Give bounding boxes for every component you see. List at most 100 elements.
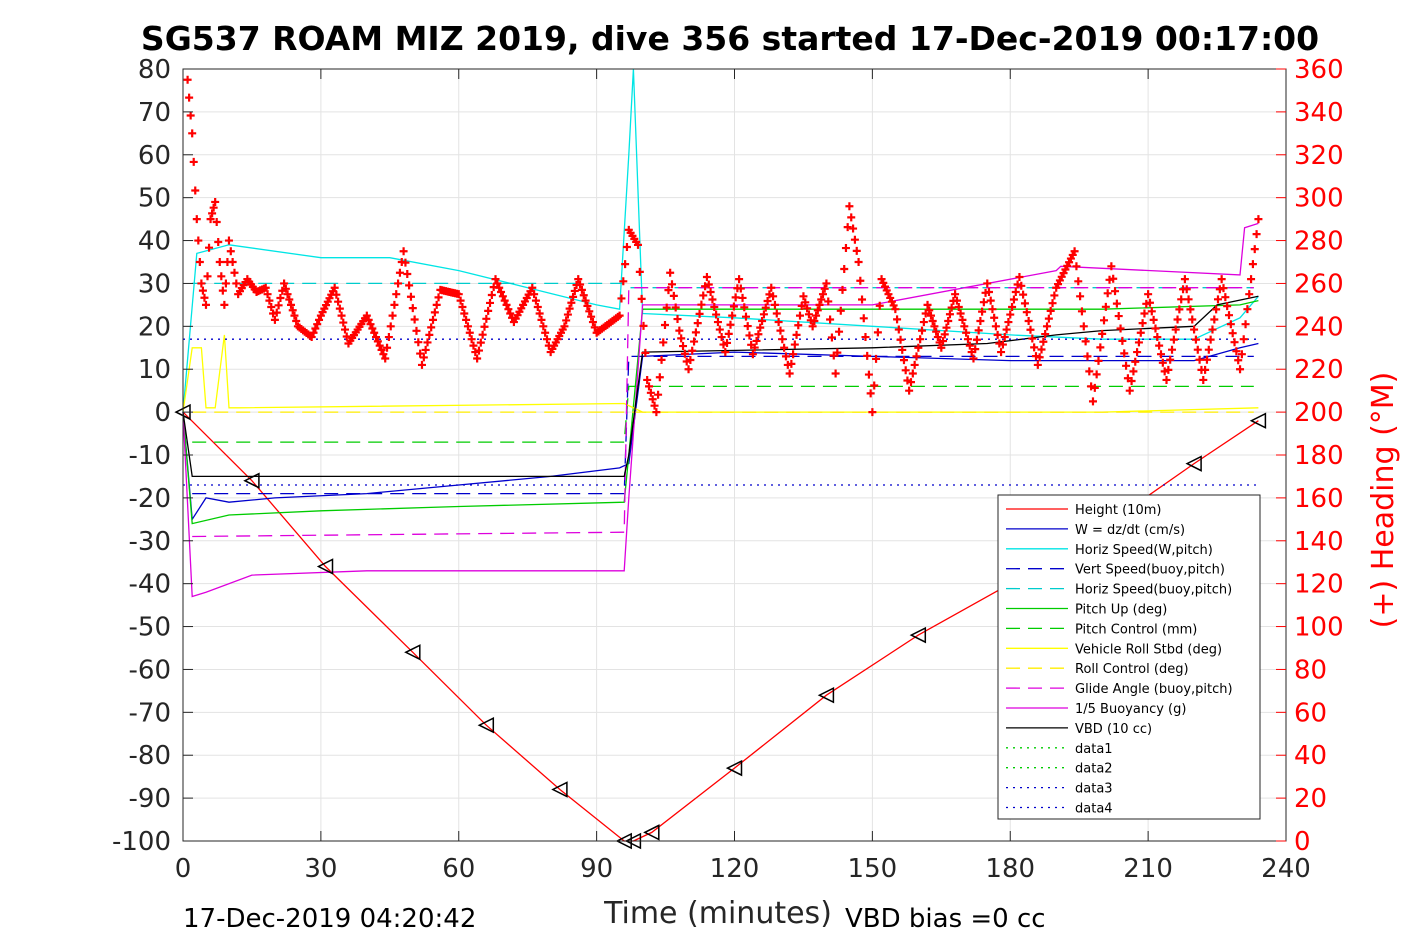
chart-title: SG537 ROAM MIZ 2019, dive 356 started 17…	[141, 19, 1319, 58]
heading-point-592	[1245, 290, 1254, 299]
heading-point-563	[1191, 335, 1200, 344]
height-marker-3	[404, 644, 421, 661]
heading-point-265	[655, 373, 664, 382]
heading-point-315	[745, 331, 754, 340]
series-line-9	[192, 287, 1254, 538]
heading-point-346	[801, 298, 810, 307]
heading-point-517	[1107, 262, 1116, 271]
heading-point-111	[375, 341, 384, 350]
heading-point-364	[833, 348, 842, 357]
heading-point-540	[1149, 315, 1158, 324]
legend-label-6: Pitch Control (mm)	[1075, 622, 1197, 637]
heading-point-411	[916, 335, 925, 344]
series-line-10	[182, 222, 1259, 598]
heading-point-587	[1236, 365, 1245, 374]
heading-point-181	[504, 305, 513, 314]
heading-point-373	[849, 224, 858, 233]
heading-point-259	[645, 382, 654, 391]
heading-point-550	[1168, 345, 1177, 354]
heading-point-11	[200, 293, 209, 302]
heading-point-93	[342, 332, 351, 341]
heading-point-457	[997, 348, 1006, 357]
heading-point-253	[633, 240, 642, 249]
y-tick-label-3: 50	[138, 184, 171, 214]
heading-point-366	[836, 306, 845, 315]
x-ticks: 0 30 60 90 120 150 180 210 240	[175, 69, 1311, 884]
heading-point-555	[1177, 295, 1186, 304]
heading-point-403	[901, 366, 910, 375]
heading-point-255	[637, 294, 646, 303]
heading-point-345	[799, 292, 808, 301]
y-tick-label-17: -90	[129, 784, 171, 814]
heading-point-271	[666, 268, 675, 277]
heading-point-594	[1248, 260, 1257, 269]
heading-point-406	[906, 378, 915, 387]
heading-point-177	[497, 288, 506, 297]
heading-point-261	[648, 395, 657, 404]
heading-point-474	[1028, 334, 1037, 343]
heading-point-227	[587, 312, 596, 321]
heading-point-20	[214, 237, 223, 246]
heading-point-416	[925, 306, 934, 315]
y-tick-label-5: 30	[138, 269, 171, 299]
heading-point-557	[1180, 275, 1189, 284]
heading-point-244	[617, 294, 626, 303]
heading-point-182	[506, 309, 515, 318]
y-tick-label-15: -70	[129, 698, 171, 728]
heading-point-273	[669, 291, 678, 300]
heading-point-451	[986, 296, 995, 305]
heading-point-511	[1096, 343, 1105, 352]
heading-point-310	[736, 284, 745, 293]
heading-point-109	[372, 333, 381, 342]
heading-point-358	[822, 279, 831, 288]
heading-point-312	[740, 303, 749, 312]
heading-point-157	[460, 309, 469, 318]
heading-point-295	[710, 303, 719, 312]
heading-point-450	[984, 288, 993, 297]
heading-point-460	[1002, 325, 1011, 334]
height-marker-10	[817, 686, 835, 704]
heading-point-504	[1083, 352, 1092, 361]
heading-point-486	[1050, 291, 1059, 300]
heading-point-297	[713, 318, 722, 327]
heading-point-75	[311, 324, 320, 333]
heading-point-54	[274, 301, 283, 310]
heading-point-104	[362, 311, 371, 320]
heading-point-172	[487, 291, 496, 300]
heading-point-585	[1232, 347, 1241, 356]
heading-point-372	[847, 213, 856, 222]
y-axis-label-right: (+) Heading (°M)	[1366, 372, 1401, 629]
series-line-2	[182, 68, 1259, 413]
heading-point-154	[454, 290, 463, 299]
heading-point-356	[818, 290, 827, 299]
heading-point-30	[230, 268, 239, 277]
heading-point-171	[486, 298, 495, 307]
heading-point-502	[1079, 322, 1088, 331]
heading-point-162	[469, 341, 478, 350]
heading-point-319	[752, 336, 761, 345]
heading-point-384	[868, 408, 877, 417]
heading-point-307	[731, 293, 740, 302]
heading-point-6	[192, 215, 201, 224]
heading-point-379	[859, 314, 868, 323]
heading-point-538	[1145, 298, 1154, 307]
heading-point-433	[954, 303, 963, 312]
heading-point-544	[1156, 350, 1165, 359]
heading-point-401	[898, 345, 907, 354]
heading-point-524	[1120, 349, 1129, 358]
heading-point-382	[864, 370, 873, 379]
heading-point-584	[1230, 338, 1239, 347]
heading-point-166	[476, 338, 485, 347]
heading-point-565	[1195, 355, 1204, 364]
heading-point-405	[905, 386, 914, 395]
heading-point-355	[817, 295, 826, 304]
heading-point-122	[395, 268, 404, 277]
y-tick-label-0: 80	[138, 55, 171, 85]
height-marker-9	[725, 759, 743, 777]
heading-point-408	[910, 360, 919, 369]
heading-point-332	[776, 326, 785, 335]
heading-point-407	[908, 369, 917, 378]
heading-point-385	[870, 381, 879, 390]
heading-point-299	[717, 333, 726, 342]
heading-point-571	[1206, 335, 1215, 344]
